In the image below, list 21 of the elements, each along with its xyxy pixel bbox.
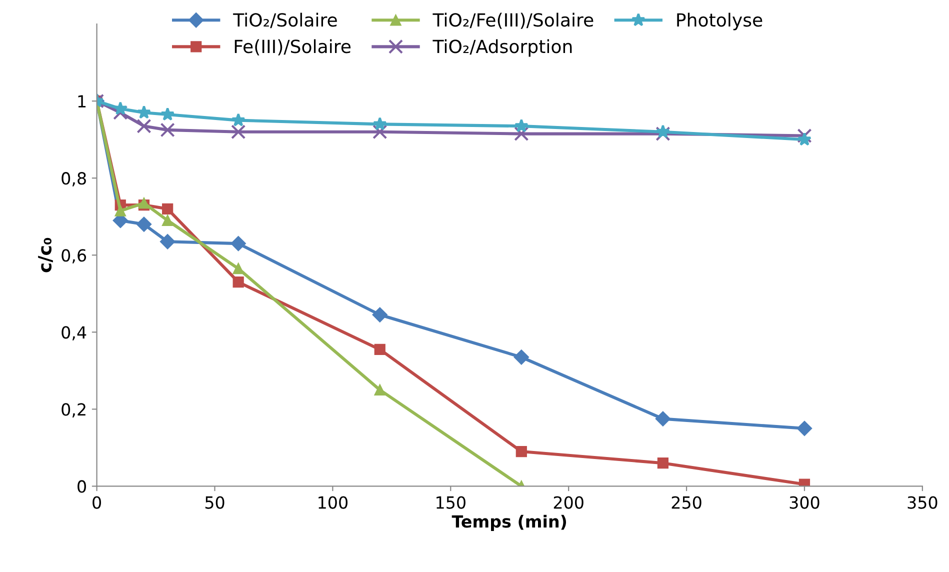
- x-tick-label: 100: [318, 496, 348, 509]
- legend-label: TiO₂/Fe(III)/Solaire: [432, 12, 594, 29]
- y-tick-label: 0,2: [62, 403, 86, 418]
- x-axis-title: Temps (min): [452, 514, 566, 531]
- legend-label: TiO₂/Solaire: [233, 12, 337, 28]
- y-tick-label: 0,8: [62, 172, 86, 186]
- y-tick-label: 0: [78, 480, 86, 493]
- x-tick-label: 150: [436, 496, 466, 509]
- x-tick-label: 200: [554, 496, 584, 509]
- legend-label: Fe(III)/Solaire: [234, 39, 351, 56]
- x-tick-label: 50: [205, 496, 224, 509]
- legend-label: Photolyse: [677, 12, 762, 30]
- x-tick-label: 0: [92, 496, 101, 509]
- y-tick-label: 0,4: [62, 326, 86, 340]
- y-tick-label: 0,6: [62, 249, 86, 264]
- x-tick-label: 350: [908, 496, 938, 509]
- x-tick-label: 300: [790, 496, 820, 509]
- x-tick-label: 250: [672, 496, 702, 509]
- y-tick-label: 1: [78, 95, 86, 108]
- y-axis-title: c/c₀: [38, 238, 53, 272]
- legend-label: TiO₂/Adsorption: [432, 39, 572, 57]
